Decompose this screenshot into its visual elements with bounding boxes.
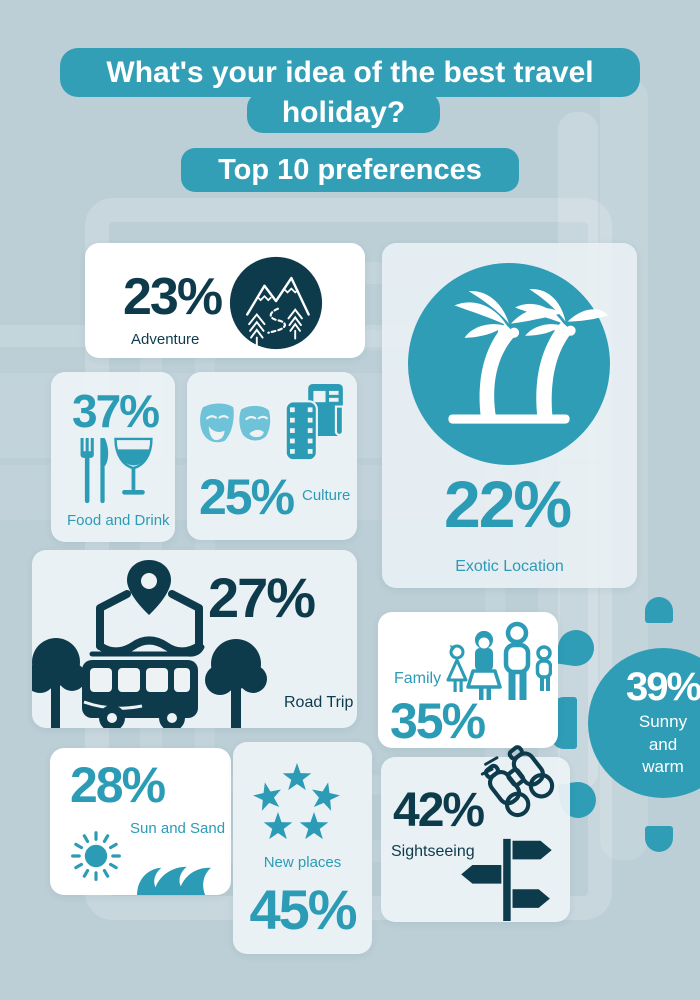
mountains-trail-icon	[229, 256, 323, 350]
sunny-warm-value: 39%	[625, 664, 700, 709]
adventure-label: Adventure	[131, 331, 200, 348]
map-pin-bus-trees-icon	[32, 560, 267, 728]
sun-sand-label: Sun and Sand	[130, 820, 226, 837]
exotic-location-card: 22% Exotic Location	[382, 243, 637, 588]
title-banner: What's your idea of the best travel	[60, 48, 640, 97]
new-places-card: New places 45%	[233, 742, 372, 954]
family-card: Family 35%	[378, 612, 558, 748]
subtitle-text: Top 10 preferences	[218, 153, 482, 186]
fork-knife-wine-icon	[80, 437, 153, 504]
food-drink-card: 37% Food and Drink	[51, 372, 175, 542]
theater-masks-icon	[200, 403, 272, 443]
exotic-location-label: Exotic Location	[455, 558, 564, 575]
sunny-warm-label-2: and	[648, 734, 678, 754]
sun-ray-bottom	[645, 826, 673, 852]
new-places-label: New places	[263, 854, 342, 871]
sun-sand-value: 28%	[70, 757, 166, 813]
road-trip-label: Road Trip	[284, 694, 354, 711]
culture-value: 25%	[199, 469, 295, 525]
road-trip-card: 27% Road Trip	[32, 550, 357, 728]
culture-card: 25% Culture	[187, 372, 357, 540]
sun-icon	[71, 831, 121, 881]
title-banner-line2: holiday?	[247, 92, 440, 133]
family-figures-icon	[446, 621, 552, 700]
signpost-icon	[461, 838, 552, 921]
sightseeing-card: 42% Sightseeing	[381, 745, 570, 922]
sightseeing-value: 42%	[393, 784, 485, 837]
food-drink-value: 37%	[72, 385, 160, 437]
film-newspaper-icon	[285, 384, 344, 462]
stars-icon	[250, 763, 343, 840]
sun-sand-card: 28% Sun and Sand	[50, 748, 231, 895]
culture-label: Culture	[302, 487, 351, 504]
subtitle-banner: Top 10 preferences	[181, 148, 519, 192]
title-line1: What's your idea of the best travel	[106, 55, 594, 89]
palm-trees-icon	[408, 263, 610, 465]
sun-ray-top	[645, 597, 673, 623]
waves-icon	[137, 866, 211, 895]
adventure-card: 23% Adventure	[85, 243, 365, 358]
family-value: 35%	[390, 693, 486, 749]
sunny-warm-label-1: Sunny	[638, 711, 688, 731]
title-line2: holiday?	[281, 95, 406, 129]
sunny-warm-badge: 39% Sunny and warm	[588, 648, 700, 798]
sightseeing-label: Sightseeing	[391, 843, 475, 860]
road-trip-value: 27%	[208, 566, 316, 629]
exotic-location-value: 22%	[444, 467, 572, 541]
family-label: Family	[394, 670, 442, 687]
binoculars-icon	[480, 745, 555, 818]
food-drink-label: Food and Drink	[67, 512, 170, 529]
adventure-value: 23%	[123, 268, 223, 326]
sunny-warm-label-3: warm	[642, 757, 684, 777]
new-places-value: 45%	[249, 878, 357, 941]
